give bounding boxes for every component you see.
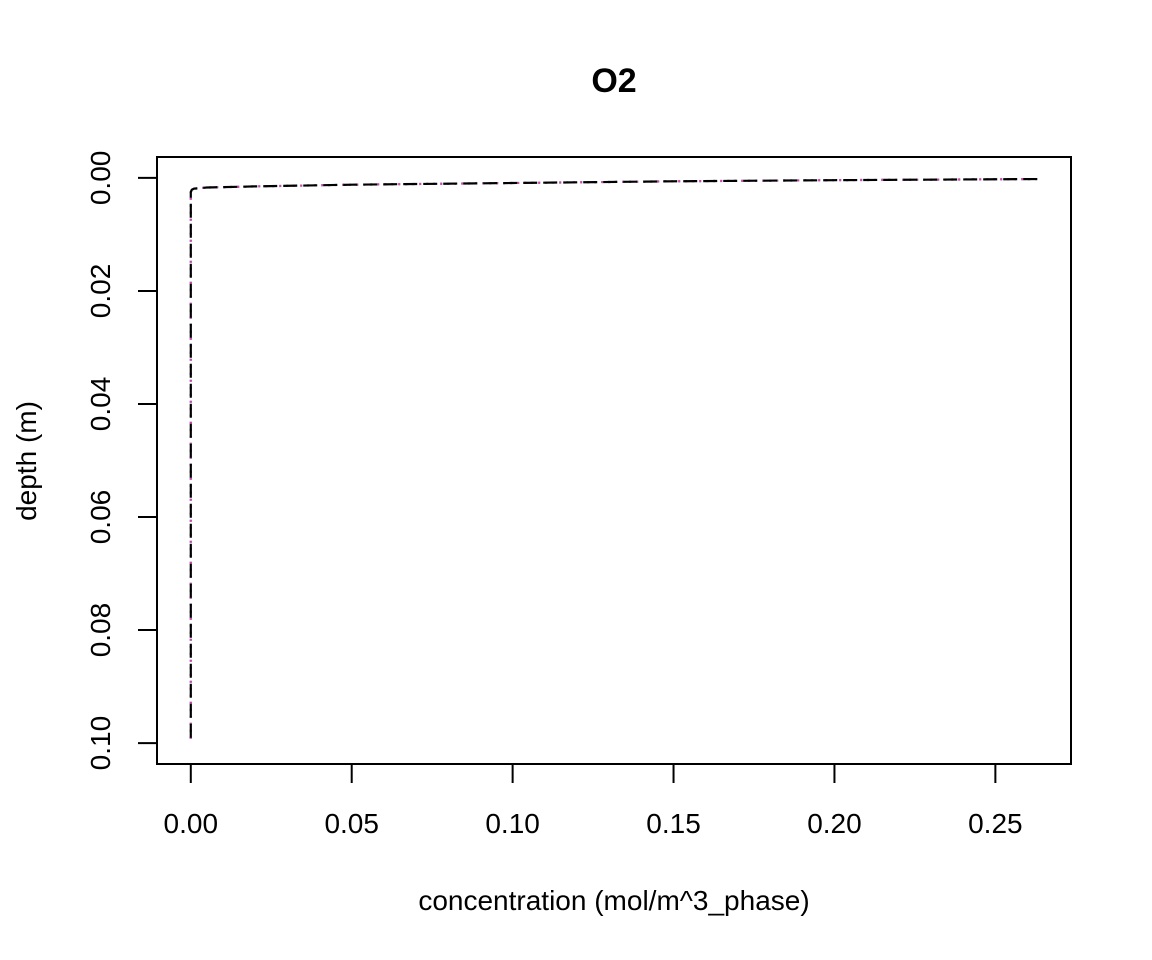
y-tick-label: 0.00 [85, 151, 116, 206]
x-tick-label: 0.00 [164, 808, 219, 839]
plot-frame [156, 156, 1072, 765]
y-axis: 0.00 0.02 0.04 0.06 0.08 0.10 [85, 151, 158, 771]
x-tick-label: 0.20 [807, 808, 862, 839]
y-tick-label: 0.02 [85, 264, 116, 319]
y-axis-label: depth (m) [11, 401, 42, 521]
x-axis: 0.00 0.05 0.10 0.15 0.20 0.25 [164, 763, 1023, 839]
chart-title: O2 [591, 62, 636, 100]
x-tick-label: 0.05 [324, 808, 379, 839]
y-tick-label: 0.04 [85, 377, 116, 432]
series-line-3 [189, 177, 1038, 744]
y-tick-label: 0.06 [85, 490, 116, 545]
x-tick-label: 0.25 [968, 808, 1023, 839]
y-tick-label: 0.08 [85, 603, 116, 658]
x-tick-label: 0.15 [646, 808, 701, 839]
x-tick-label: 0.10 [485, 808, 540, 839]
series-line-2 [189, 177, 1038, 744]
series-line-1 [189, 177, 1038, 744]
x-axis-label: concentration (mol/m^3_phase) [418, 885, 809, 916]
series-layer [189, 177, 1038, 744]
y-tick-label: 0.10 [85, 716, 116, 771]
